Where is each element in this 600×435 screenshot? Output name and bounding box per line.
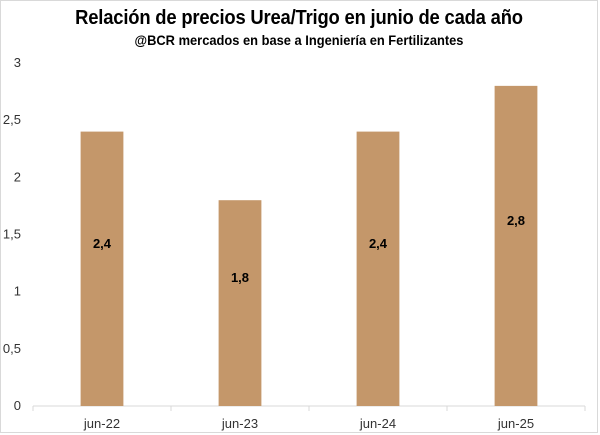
y-tick-label: 2	[14, 169, 21, 184]
x-tick-label: jun-25	[497, 416, 534, 431]
x-tick-label: jun-23	[221, 416, 258, 431]
data-label: 2,4	[93, 236, 112, 251]
bars	[80, 85, 538, 406]
bar	[356, 131, 400, 406]
data-label: 2,8	[507, 213, 525, 228]
x-axis: jun-22 jun-23 jun-24 jun-25	[32, 405, 586, 431]
x-tick-label: jun-24	[359, 416, 396, 431]
y-tick-label: 1	[14, 284, 21, 299]
y-tick-label: 2,5	[3, 112, 21, 127]
y-tick-label: 3	[14, 55, 21, 70]
x-tick-label: jun-22	[83, 416, 120, 431]
y-tick-label: 1,5	[3, 227, 21, 242]
data-labels: 2,4 1,8 2,4 2,8	[93, 213, 525, 285]
y-tick-label: 0,5	[3, 341, 21, 356]
chart-subtitle: @BCR mercados en base a Ingeniería en Fe…	[134, 32, 464, 48]
data-label: 2,4	[369, 236, 388, 251]
bar	[218, 200, 262, 406]
chart-title: Relación de precios Urea/Trigo en junio …	[75, 7, 523, 29]
bar	[494, 85, 538, 406]
y-axis: 0 0,5 1 1,5 2 2,5 3	[3, 55, 21, 413]
bar	[80, 131, 124, 406]
data-label: 1,8	[231, 270, 249, 285]
y-tick-label: 0	[14, 398, 21, 413]
